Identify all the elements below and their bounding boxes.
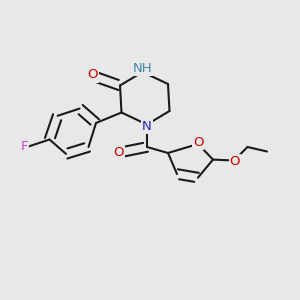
Text: F: F (21, 140, 28, 154)
Text: O: O (113, 146, 124, 160)
Text: N: N (142, 119, 152, 133)
Text: O: O (230, 155, 240, 168)
Text: O: O (88, 68, 98, 82)
Text: NH: NH (133, 61, 152, 75)
Text: O: O (193, 136, 203, 149)
